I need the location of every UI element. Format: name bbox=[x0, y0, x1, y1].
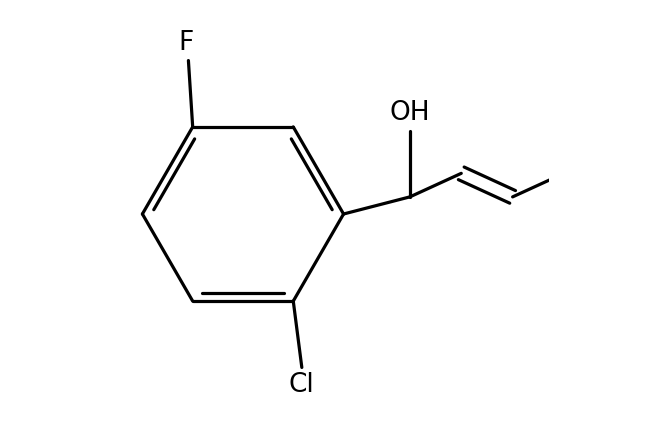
Text: Cl: Cl bbox=[289, 372, 315, 398]
Text: OH: OH bbox=[389, 100, 430, 126]
Text: F: F bbox=[179, 30, 194, 56]
